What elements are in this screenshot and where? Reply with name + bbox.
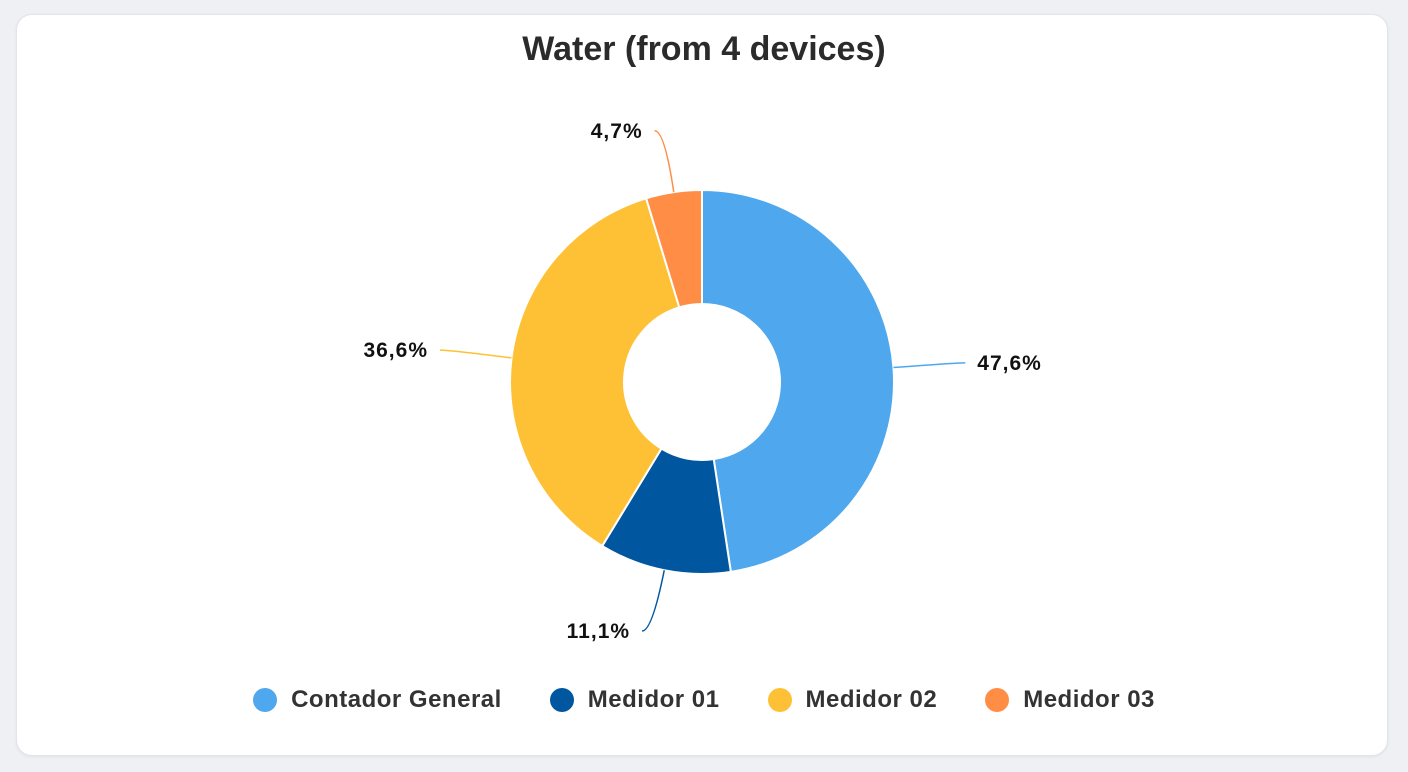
legend-item-contador-general[interactable]: Contador General xyxy=(253,686,502,714)
leader-line-medidor-02 xyxy=(439,349,512,359)
leader-lines-group xyxy=(439,130,966,632)
legend-marker-medidor-03 xyxy=(985,688,1010,712)
slice-medidor-02[interactable] xyxy=(509,197,681,548)
leader-line-medidor-03 xyxy=(654,130,675,193)
legend-marker-medidor-02 xyxy=(767,688,792,712)
legend: Contador General Medidor 01 Medidor 02 M… xyxy=(0,686,1408,714)
data-label-medidor-03: 4,7% xyxy=(591,120,643,143)
legend-marker-contador-general xyxy=(253,688,278,712)
legend-label: Medidor 03 xyxy=(1023,686,1155,713)
legend-label: Medidor 02 xyxy=(805,686,938,713)
legend-item-medidor-01[interactable]: Medidor 01 xyxy=(549,686,720,714)
data-label-medidor-01: 11,1% xyxy=(567,620,630,643)
chart-title: Water (from 4 devices) xyxy=(522,30,886,68)
legend-label: Contador General xyxy=(291,686,502,713)
leader-line-contador-general xyxy=(893,362,966,369)
legend-item-medidor-02[interactable]: Medidor 02 xyxy=(767,686,938,714)
legend-item-medidor-03[interactable]: Medidor 03 xyxy=(985,686,1155,714)
slices-group xyxy=(509,188,895,575)
legend-marker-medidor-01 xyxy=(549,688,574,712)
slice-contador-general[interactable] xyxy=(701,188,895,573)
data-label-contador-general: 47,6% xyxy=(977,352,1042,375)
slice-medidor-03[interactable] xyxy=(644,188,703,309)
legend-label: Medidor 01 xyxy=(587,686,720,713)
chart-card xyxy=(16,14,1388,756)
data-labels-group: 47,6% 11,1% 36,6% 4,7% xyxy=(363,120,1042,643)
data-label-medidor-02: 36,6% xyxy=(363,339,428,362)
leader-line-medidor-01 xyxy=(641,570,665,632)
